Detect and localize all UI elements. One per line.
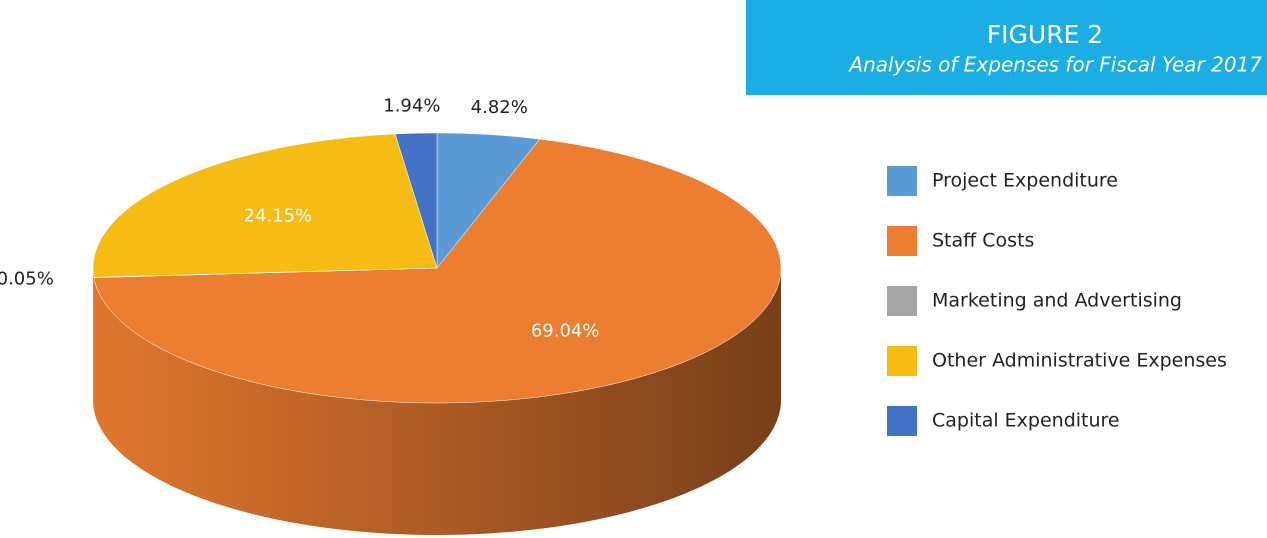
legend-swatch: [887, 346, 917, 376]
legend-label: Project Expenditure: [932, 170, 1118, 192]
data-label: 24.15%: [244, 205, 313, 226]
title-box: [746, 0, 1267, 95]
legend-swatch: [887, 406, 917, 436]
legend-label: Other Administrative Expenses: [932, 350, 1227, 372]
data-label: 1.94%: [383, 95, 440, 116]
legend-label: Staff Costs: [932, 230, 1034, 252]
legend-swatch: [887, 166, 917, 196]
data-label: 69.04%: [531, 321, 600, 342]
slice: [436, 132, 541, 269]
data-label: 4.82%: [471, 97, 528, 118]
chart-title: FIGURE 2: [987, 20, 1103, 49]
slice: [92, 133, 438, 278]
legend-label: Capital Expenditure: [932, 410, 1120, 432]
slice: [93, 138, 782, 404]
legend-label: Marketing and Advertising: [932, 290, 1182, 312]
chart-subtitle: Analysis of Expenses for Fiscal Year 201…: [847, 53, 1262, 77]
slice-side: [93, 268, 94, 410]
slice-side: [93, 268, 782, 535]
slice: [394, 132, 438, 269]
data-label: 0.05%: [0, 268, 54, 289]
legend-swatch: [887, 226, 917, 256]
legend-swatch: [887, 286, 917, 316]
